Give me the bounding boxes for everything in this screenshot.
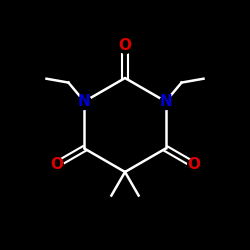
Text: O: O	[118, 38, 132, 54]
Text: O: O	[50, 157, 63, 172]
Text: O: O	[187, 157, 200, 172]
Text: N: N	[78, 94, 91, 109]
Text: N: N	[159, 94, 172, 109]
